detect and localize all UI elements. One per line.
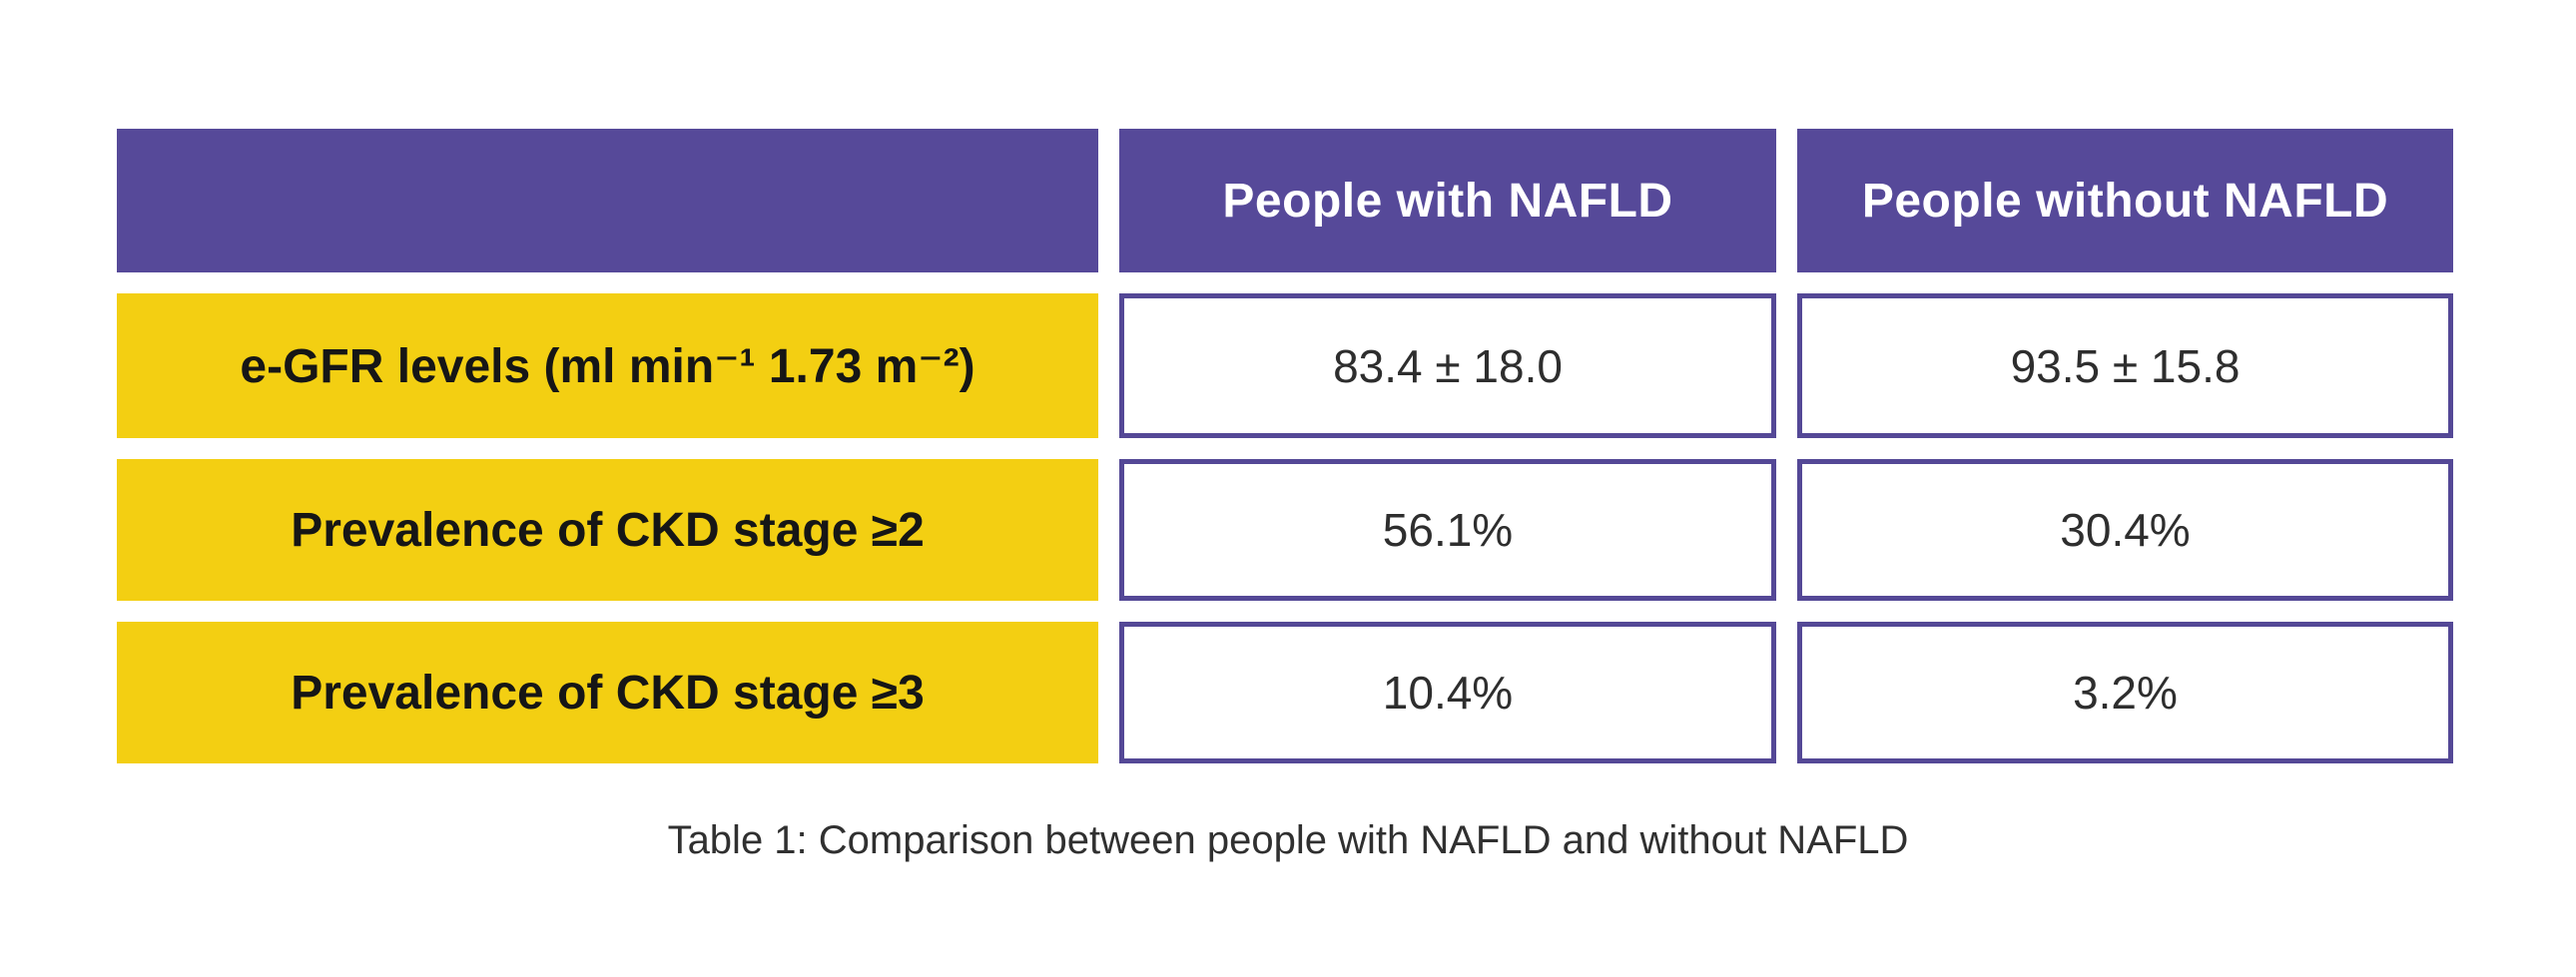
header-cell-without-nafld: People without NAFLD [1797,129,2453,272]
header-cell-with-nafld: People with NAFLD [1119,129,1776,272]
header-cell-empty [117,129,1098,272]
table-caption: Table 1: Comparison between people with … [667,818,1909,862]
row-label-ckd-stage-2: Prevalence of CKD stage ≥2 [117,459,1098,601]
value-ckd3-without-nafld: 3.2% [1797,622,2453,763]
row-label-egfr-levels: e-GFR levels (ml min⁻¹ 1.73 m⁻²) [117,293,1098,438]
comparison-table: People with NAFLD People without NAFLD e… [117,129,2453,763]
value-ckd2-without-nafld: 30.4% [1797,459,2453,601]
value-egfr-without-nafld: 93.5 ± 15.8 [1797,293,2453,438]
value-ckd3-with-nafld: 10.4% [1119,622,1776,763]
value-ckd2-with-nafld: 56.1% [1119,459,1776,601]
row-label-ckd-stage-3: Prevalence of CKD stage ≥3 [117,622,1098,763]
value-egfr-with-nafld: 83.4 ± 18.0 [1119,293,1776,438]
